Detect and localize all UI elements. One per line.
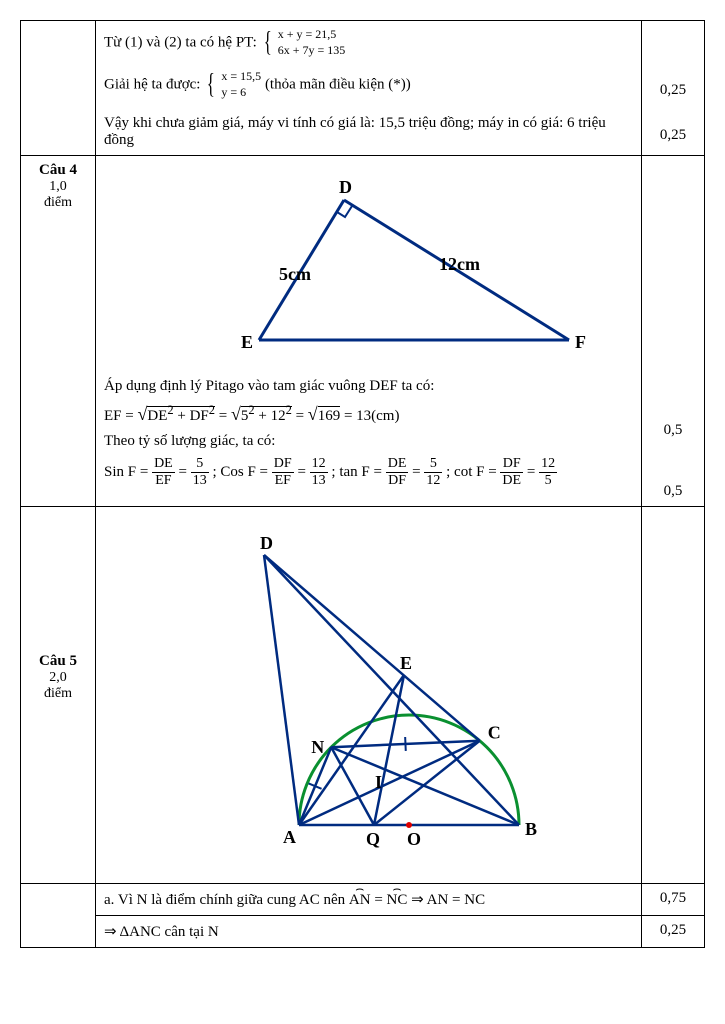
f: DE <box>386 456 409 473</box>
f: DF <box>500 456 523 473</box>
sys2-eq2: y = 6 <box>221 85 246 99</box>
triangle-diagram: D E F 5cm 12cm <box>149 170 589 370</box>
f: DF <box>386 473 409 489</box>
pad <box>21 884 96 916</box>
imp1: ⇒ AN = NC <box>411 892 485 908</box>
solution-table: Từ (1) và (2) ta có hệ PT: { x + y = 21,… <box>20 20 705 948</box>
row3-blank-score <box>642 507 705 884</box>
f: 12 <box>539 456 557 473</box>
svg-text:I: I <box>375 772 382 792</box>
sin-label: Sin F = <box>104 464 148 480</box>
f: 5 <box>539 473 557 489</box>
f: EF <box>152 473 175 489</box>
line-a-prefix: a. Vì N là điểm chính giữa cung AC nên <box>104 892 349 908</box>
cau4-pts: 1,0 <box>29 179 87 195</box>
svg-text:F: F <box>575 332 586 352</box>
f: DE <box>500 473 523 489</box>
f: DF <box>272 456 294 473</box>
f: 5 <box>424 456 442 473</box>
row3a-content: a. Vì N là điểm chính giữa cung AC nên A… <box>96 884 642 916</box>
arc-an: AN <box>349 892 371 908</box>
cos-label: Cos F = <box>220 464 268 480</box>
svg-text:12cm: 12cm <box>439 254 480 274</box>
row1-label-cell <box>21 21 96 156</box>
f: 12 <box>424 473 442 489</box>
row1-line3: Vậy khi chưa giảm giá, máy vi tính có gi… <box>104 115 633 149</box>
row2-text1: Áp dụng định lý Pitago vào tam giác vuôn… <box>104 378 633 395</box>
row3-content: A B C D E N I O Q <box>96 507 642 884</box>
row1-line1-prefix: Từ (1) và (2) ta có hệ PT: <box>104 34 261 50</box>
svg-text:D: D <box>339 177 352 197</box>
cot-label: cot F = <box>454 464 497 480</box>
f: 12 <box>310 456 328 473</box>
sys2-eq1: x = 15,5 <box>221 69 261 83</box>
cau5-label: Câu 5 <box>29 653 87 670</box>
f: 5 <box>191 456 209 473</box>
svg-text:E: E <box>241 332 253 352</box>
row1-scores: 0,25 0,25 <box>642 21 705 156</box>
svg-text:C: C <box>487 723 500 743</box>
svg-text:Q: Q <box>366 829 380 849</box>
arc-nc: NC <box>387 892 408 908</box>
row2-score1: 0,5 <box>650 422 696 439</box>
cau4-diem: điểm <box>29 195 87 211</box>
row2-score2: 0,5 <box>650 483 696 500</box>
svg-text:E: E <box>400 653 412 673</box>
row1-line2-prefix: Giải hệ ta được: <box>104 76 204 92</box>
row3-label-cell: Câu 5 2,0 điểm <box>21 507 96 884</box>
sys1-eq2: 6x + 7y = 135 <box>278 43 346 57</box>
tan-label: tan F = <box>339 464 382 480</box>
cau5-diem: điểm <box>29 686 87 702</box>
f: 13 <box>191 473 209 489</box>
row1-line2-suffix: (thỏa mãn điều kiện (*)) <box>265 76 411 92</box>
svg-text:N: N <box>311 737 324 757</box>
trig-line: Sin F = DEEF = 513 ; Cos F = DFEF = 1213… <box>104 456 633 489</box>
row3a-score: 0,75 <box>642 884 705 916</box>
row3b-score: 0,25 <box>642 916 705 948</box>
svg-text:A: A <box>283 827 296 847</box>
svg-text:O: O <box>407 829 421 849</box>
row2-text2: Theo tỷ số lượng giác, ta có: <box>104 433 633 450</box>
row2-scores: 0,5 0,5 <box>642 156 705 507</box>
row1-score2: 0,25 <box>650 127 696 144</box>
svg-text:B: B <box>525 819 537 839</box>
svg-text:D: D <box>260 533 273 553</box>
f: EF <box>272 473 294 489</box>
brace-icon: { <box>263 27 271 59</box>
f: 13 <box>310 473 328 489</box>
row1-score1: 0,25 <box>650 82 696 99</box>
circle-diagram: A B C D E N I O Q <box>149 515 589 875</box>
row1-content: Từ (1) và (2) ta có hệ PT: { x + y = 21,… <box>96 21 642 156</box>
eq-sign: = <box>374 892 386 908</box>
svg-text:5cm: 5cm <box>279 264 311 284</box>
sys1-eq1: x + y = 21,5 <box>278 27 337 41</box>
pad <box>21 916 96 948</box>
cau4-label: Câu 4 <box>29 162 87 179</box>
f: DE <box>152 456 175 473</box>
row2-label-cell: Câu 4 1,0 điểm <box>21 156 96 507</box>
row3b-content: ⇒ ΔANC cân tại N <box>96 916 642 948</box>
ef-equation: EF = √DE2 + DF2 = √52 + 122 = √169 = 13(… <box>104 403 633 425</box>
brace-icon: { <box>207 69 215 101</box>
row2-content: DEF5cm12cm Áp dụng định lý Pitago vào ta… <box>96 156 642 507</box>
cau5-pts: 2,0 <box>29 670 87 686</box>
